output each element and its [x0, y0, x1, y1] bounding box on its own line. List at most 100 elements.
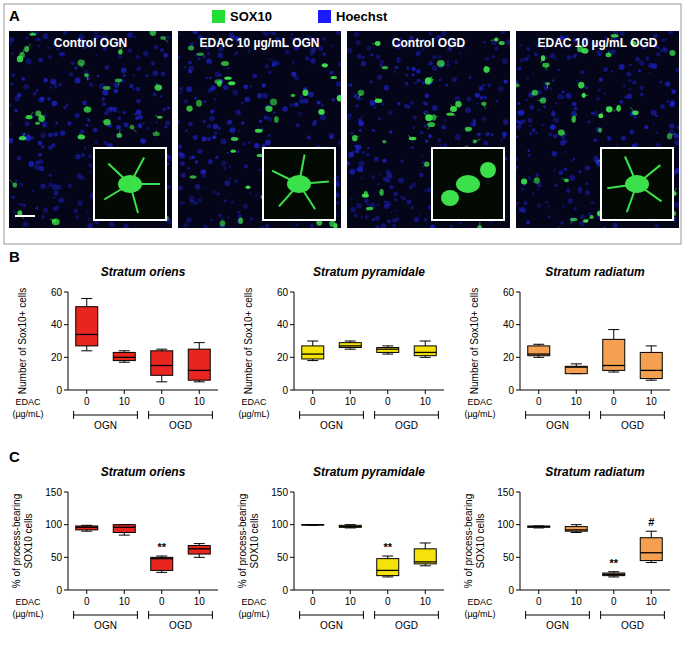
x-tick [312, 590, 313, 594]
x-tick [86, 590, 87, 594]
process [359, 93, 361, 98]
y-tick [516, 492, 520, 493]
process [87, 75, 88, 80]
sox10-cell [265, 106, 272, 112]
median [113, 357, 135, 358]
x-axis-label: EDAC [15, 597, 41, 607]
whisker-cap [81, 298, 92, 299]
nucleus [50, 79, 56, 85]
sox10-cell [382, 140, 386, 143]
nucleus [229, 177, 232, 180]
box [76, 307, 98, 346]
nucleus [389, 130, 393, 134]
nucleus [118, 55, 122, 59]
sox10-cell [337, 95, 341, 101]
group-bracket-end [374, 411, 375, 419]
nucleus [88, 163, 92, 167]
inset-process [130, 183, 160, 185]
nucleus [670, 102, 675, 107]
chart-title: Stratum radiatum [545, 265, 645, 279]
x-tick-label: 0 [84, 396, 90, 407]
box [339, 525, 361, 527]
nucleus [48, 182, 53, 187]
image-bg [178, 31, 341, 228]
nucleus [97, 75, 99, 77]
inset-process [279, 184, 299, 206]
nucleus [558, 69, 560, 71]
nucleus [52, 101, 58, 107]
x-tick [576, 390, 577, 394]
nucleus [244, 164, 248, 168]
nucleus [42, 121, 48, 127]
y-axis-label: % of process-bearing [11, 494, 22, 589]
sox10-cell [318, 109, 324, 115]
nucleus [336, 81, 341, 87]
nucleus [285, 50, 290, 55]
nucleus [227, 152, 229, 154]
nucleus [164, 125, 168, 129]
nucleus [93, 31, 98, 35]
nucleus [218, 53, 223, 58]
nucleus [112, 107, 117, 112]
nucleus [250, 217, 254, 221]
x-axis-label: (µg/mL) [464, 409, 495, 419]
nucleus [673, 91, 676, 94]
nucleus [312, 122, 316, 126]
legend-swatch [212, 10, 225, 23]
nucleus [81, 153, 86, 158]
nucleus [244, 97, 250, 103]
y-tick [290, 292, 294, 293]
y-tick [64, 357, 68, 358]
nucleus [178, 33, 180, 36]
group-label: OGN [546, 620, 569, 631]
inset-cell [441, 190, 459, 206]
marks [302, 525, 437, 577]
nucleus [677, 126, 679, 130]
nucleus [53, 132, 58, 137]
nucleus [390, 185, 394, 189]
nucleus [562, 91, 565, 94]
median [640, 370, 662, 371]
group-bracket-end [525, 411, 526, 419]
nucleus [543, 105, 546, 108]
median [188, 370, 210, 371]
process [36, 123, 37, 124]
group-label: OGN [320, 420, 343, 431]
x-axis-label: (µg/mL) [12, 409, 43, 419]
x-tick [651, 590, 652, 594]
nucleus [580, 214, 585, 219]
group-bracket-end [363, 411, 364, 419]
sox10-cell [35, 111, 41, 117]
nucleus [470, 121, 476, 127]
nucleus [526, 220, 530, 224]
nucleus [553, 117, 559, 123]
box [151, 351, 173, 376]
nucleus [209, 76, 212, 79]
box [113, 352, 135, 360]
nucleus [198, 57, 201, 60]
process [27, 44, 31, 50]
nucleus [68, 184, 72, 188]
nucleus [356, 203, 362, 209]
y-tick-label: 150 [497, 487, 514, 498]
nucleus [202, 120, 206, 124]
nucleus [675, 68, 679, 73]
whisker-cap [382, 354, 393, 355]
marks [528, 525, 663, 577]
inset [432, 148, 504, 220]
process [535, 178, 537, 180]
nucleus [532, 72, 534, 74]
nucleus [55, 122, 58, 125]
y-tick-label: 40 [503, 319, 515, 330]
x-tick-label: 10 [646, 596, 658, 607]
nucleus [14, 109, 18, 113]
whisker-cap [646, 345, 657, 346]
nucleus [485, 132, 489, 136]
process [423, 164, 427, 166]
group-bracket [526, 615, 590, 616]
nucleus [375, 216, 380, 221]
process [585, 51, 587, 53]
group-bracket [74, 415, 138, 416]
nucleus [374, 106, 376, 108]
process [581, 85, 585, 86]
